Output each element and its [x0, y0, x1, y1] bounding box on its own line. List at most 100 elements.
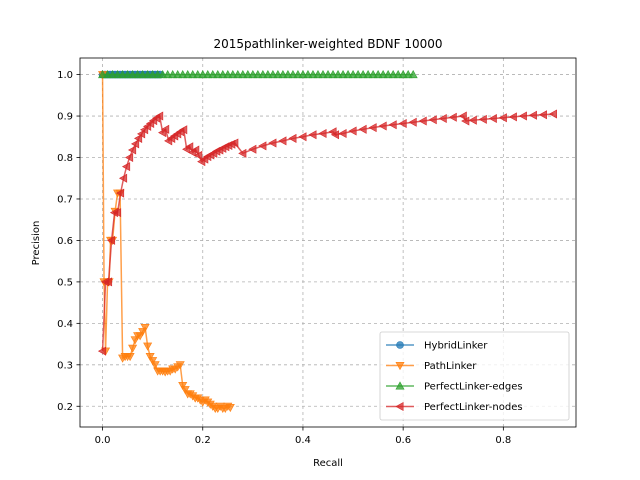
y-tick-label: 0.6 [57, 236, 73, 247]
y-tick-label: 0.4 [57, 319, 73, 330]
data-point [178, 382, 188, 391]
data-point [148, 357, 158, 366]
legend-marker [395, 361, 405, 371]
y-tick-label: 0.5 [57, 277, 73, 288]
data-point [308, 130, 317, 140]
data-point [461, 116, 470, 126]
data-point [338, 128, 347, 138]
series-perfectlinker-edges [98, 69, 418, 79]
legend-item: PathLinker [386, 361, 477, 372]
data-point [145, 353, 155, 362]
legend-marker [396, 341, 404, 349]
data-point [179, 125, 188, 135]
data-point [230, 138, 239, 148]
data-point [458, 111, 467, 121]
x-tick-label: 0.4 [295, 435, 311, 446]
data-point [548, 109, 557, 119]
data-point [268, 138, 277, 148]
plot-frame [79, 57, 577, 428]
data-point [298, 132, 307, 142]
data-point [378, 121, 387, 131]
x-tick-label: 0.8 [495, 435, 511, 446]
data-point [388, 120, 397, 130]
data-point [118, 173, 128, 183]
data-point [127, 145, 137, 155]
legend-marker [395, 381, 405, 390]
data-point [368, 123, 377, 133]
data-point [161, 124, 170, 134]
data-point [448, 112, 457, 122]
data-point [258, 141, 267, 151]
legend: HybridLinker PathLinker PerfectLinker-edge… [379, 331, 570, 421]
series-perfectlinker-nodes [97, 109, 557, 356]
data-point [103, 277, 113, 287]
data-point [130, 139, 140, 149]
data-point [175, 361, 185, 370]
data-point [508, 112, 517, 122]
data-point [115, 188, 125, 198]
series-pathlinker [98, 71, 235, 413]
data-point [121, 162, 131, 172]
data-point [488, 114, 497, 124]
data-point [128, 344, 138, 353]
data-point [143, 342, 153, 351]
data-point [225, 404, 235, 413]
y-tick-label: 0.2 [57, 402, 73, 413]
y-tick-label: 1.0 [57, 70, 73, 81]
data-point [125, 353, 135, 362]
data-point [191, 145, 200, 155]
data-point [137, 129, 146, 139]
data-point [408, 117, 417, 127]
x-axis-title: Recall [313, 458, 343, 469]
legend-label: PerfectLinker-nodes [424, 402, 523, 413]
data-point [180, 386, 190, 395]
y-tick-label: 0.8 [57, 153, 73, 164]
data-point [238, 148, 247, 158]
data-point [478, 114, 487, 124]
data-point [418, 116, 427, 126]
data-point [408, 69, 418, 79]
y-axis-title: Precision [31, 221, 42, 266]
data-point [248, 144, 257, 154]
series-layer [97, 69, 557, 413]
data-point [518, 111, 527, 121]
data-point [288, 133, 297, 143]
data-point [438, 114, 447, 124]
legend-item: PerfectLinker-nodes [386, 401, 523, 413]
ticks: 0.0 0.2 0.4 0.6 0.8 0.2 0.3 0.4 0.5 0.6 0.7 0.8 0.9 1… [57, 70, 511, 446]
x-tick-label: 0.6 [395, 435, 411, 446]
y-tick-label: 0.3 [57, 360, 73, 371]
data-point [498, 113, 507, 123]
data-point [428, 115, 437, 125]
data-point [358, 124, 367, 134]
x-tick-label: 0.0 [95, 435, 111, 446]
data-point [155, 111, 164, 121]
data-point [134, 133, 143, 143]
y-tick-label: 0.7 [57, 194, 73, 205]
legend-label: PathLinker [424, 361, 477, 372]
data-point [468, 115, 477, 125]
legend-items: HybridLinker PathLinker PerfectLinker-edge… [386, 341, 523, 413]
data-point [140, 323, 150, 333]
data-point [150, 361, 160, 370]
data-point [97, 346, 107, 356]
data-point [398, 118, 407, 129]
data-point [528, 110, 537, 120]
legend-label: PerfectLinker-edges [424, 382, 523, 393]
data-point [278, 136, 287, 146]
chart-title: 2015pathlinker-weighted BDNF 10000 [213, 37, 442, 51]
data-point [124, 152, 134, 163]
legend-item: PerfectLinker-edges [386, 381, 523, 393]
data-point [194, 150, 203, 160]
data-point [112, 208, 122, 218]
y-tick-label: 0.9 [57, 112, 73, 123]
data-point [318, 128, 327, 138]
data-point [348, 126, 357, 136]
data-point [106, 235, 116, 245]
data-point [538, 110, 547, 120]
legend-item: HybridLinker [386, 341, 488, 352]
x-tick-label: 0.2 [195, 435, 211, 446]
data-point [330, 130, 340, 140]
legend-marker [395, 401, 404, 412]
